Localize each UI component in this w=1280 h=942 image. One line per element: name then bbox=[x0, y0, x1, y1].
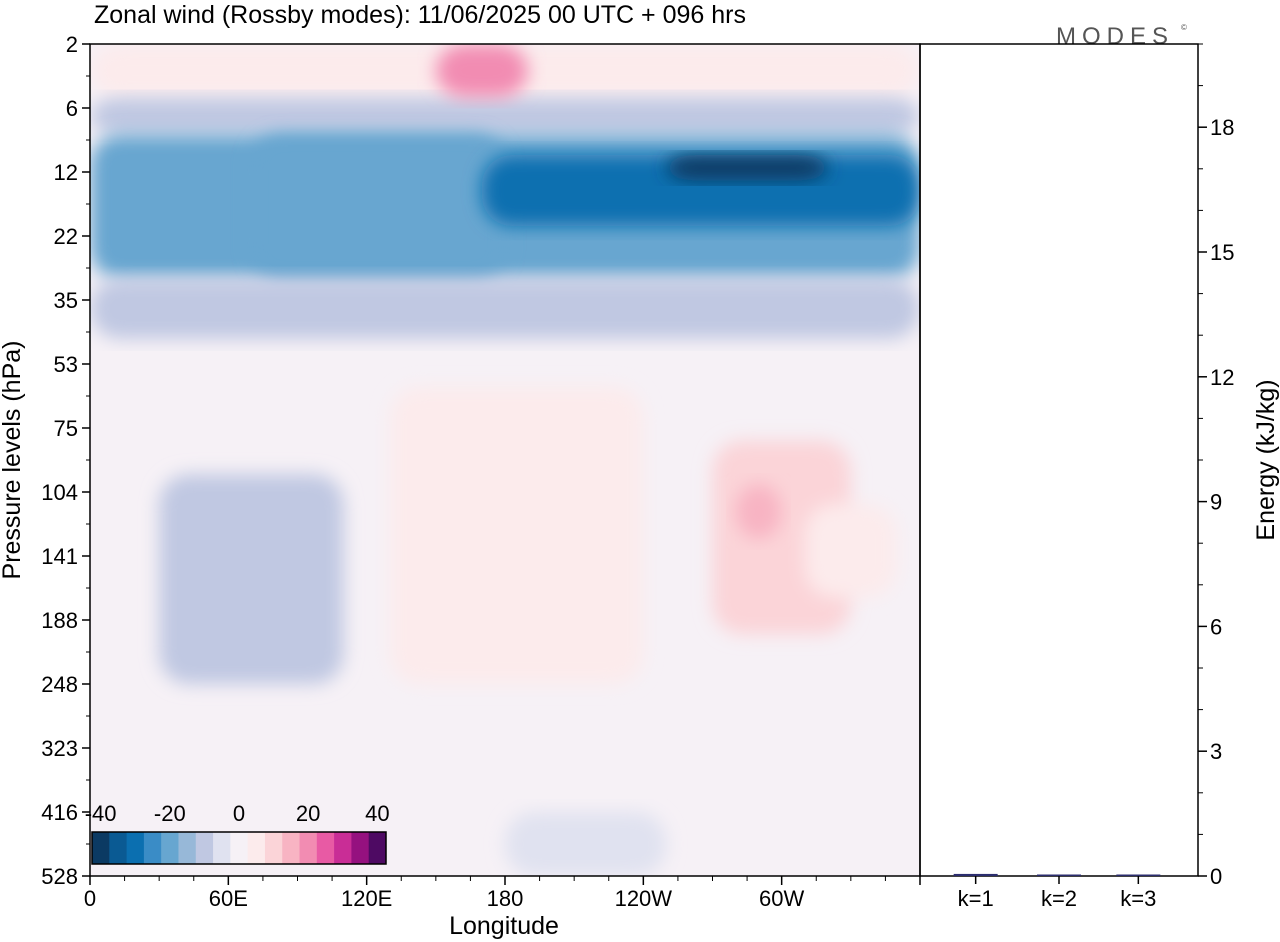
wind-field-region bbox=[251, 134, 505, 279]
colorbar-swatch bbox=[316, 832, 335, 864]
k-tick-label: k=1 bbox=[958, 886, 994, 911]
wind-field-region bbox=[159, 474, 344, 684]
colorbar-swatch bbox=[368, 832, 387, 864]
y-tick-label: 188 bbox=[41, 608, 78, 633]
y-tick-label: 22 bbox=[54, 224, 78, 249]
energy-axis-label: Energy (kJ/kg) bbox=[1252, 379, 1280, 540]
modes-logo: MODES bbox=[1056, 23, 1174, 50]
energy-bar-plot: 0 3 6 9 12 15 18 k=1 k=2 k=3 Energy (kJ/kg) bbox=[919, 43, 1280, 911]
colorbar-tick-label: 40 bbox=[365, 801, 389, 826]
colorbar-frame bbox=[91, 831, 387, 865]
colorbar-tick-label: -20 bbox=[154, 801, 186, 826]
contour-plot: 2 6 12 22 35 53 75 104 141 188 248 323 416 528 0 60E 12… bbox=[0, 32, 921, 940]
y-tick-label: 528 bbox=[41, 864, 78, 889]
colorbar-swatch bbox=[143, 832, 162, 864]
energy-tick-label: 15 bbox=[1210, 240, 1234, 265]
colorbar-swatch bbox=[178, 832, 197, 864]
k-axis-ticks: k=1 k=2 k=3 bbox=[958, 876, 1156, 911]
colorbar-swatch bbox=[334, 832, 352, 864]
energy-plot-frame bbox=[919, 43, 1199, 877]
colorbar-swatch bbox=[213, 832, 231, 864]
x-axis-label: Longitude bbox=[449, 912, 559, 940]
colorbar-swatch bbox=[264, 832, 283, 864]
wind-field bbox=[90, 44, 920, 876]
wind-field-region bbox=[90, 278, 920, 339]
y-tick-label: 323 bbox=[41, 736, 78, 761]
wind-field-region bbox=[435, 44, 529, 98]
colorbar-tick-label: -40 bbox=[85, 801, 117, 826]
y-tick-label: 248 bbox=[41, 672, 78, 697]
colorbar-swatch bbox=[282, 832, 301, 864]
colorbar-swatch bbox=[195, 832, 214, 864]
x-tick-label: 180 bbox=[487, 886, 524, 911]
y-axis-label: Pressure levels (hPa) bbox=[0, 341, 26, 580]
y-tick-label: 416 bbox=[41, 800, 78, 825]
x-axis-ticks: 0 60E 120E 180 120W 60W bbox=[84, 876, 921, 911]
x-tick-label: 0 bbox=[84, 886, 96, 911]
y-tick-label: 75 bbox=[54, 416, 78, 441]
x-tick-label: 60W bbox=[759, 886, 804, 911]
colorbar-swatch bbox=[351, 832, 370, 864]
wind-field-region bbox=[389, 386, 644, 684]
colorbar-swatch bbox=[126, 832, 145, 864]
colorbar-swatch bbox=[161, 832, 179, 864]
k-tick-label: k=3 bbox=[1120, 886, 1156, 911]
x-tick-label: 120E bbox=[341, 886, 392, 911]
energy-tick-label: 12 bbox=[1210, 365, 1234, 390]
logo-copyright-mark: © bbox=[1181, 23, 1187, 32]
colorbar-swatch bbox=[92, 832, 110, 864]
energy-bar bbox=[1037, 874, 1081, 876]
colorbar: -40 -20 0 20 40 bbox=[85, 801, 390, 865]
y-tick-label: 6 bbox=[66, 96, 78, 121]
colorbar-swatch bbox=[230, 832, 249, 864]
y-axis-ticks: 2 6 12 22 35 53 75 104 141 188 248 323 416 528 bbox=[41, 32, 90, 889]
colorbar-swatch bbox=[247, 832, 266, 864]
x-tick-label: 60E bbox=[209, 886, 248, 911]
y-tick-label: 104 bbox=[41, 480, 78, 505]
y-tick-label: 53 bbox=[54, 352, 78, 377]
energy-axis-ticks: 0 3 6 9 12 15 18 bbox=[1198, 43, 1234, 889]
energy-bar bbox=[953, 873, 998, 876]
colorbar-swatch bbox=[299, 832, 318, 864]
y-tick-label: 12 bbox=[54, 160, 78, 185]
x-tick-label: 120W bbox=[615, 886, 673, 911]
colorbar-tick-label: 0 bbox=[233, 801, 245, 826]
colorbar-swatch bbox=[109, 832, 128, 864]
energy-tick-label: 6 bbox=[1210, 614, 1222, 639]
energy-bar bbox=[1116, 874, 1161, 876]
energy-tick-label: 18 bbox=[1210, 115, 1234, 140]
wind-field-region bbox=[505, 812, 667, 876]
energy-tick-label: 0 bbox=[1210, 864, 1222, 889]
wind-field-region bbox=[735, 484, 782, 539]
energy-bars bbox=[953, 873, 1161, 876]
wind-field-region bbox=[666, 155, 828, 181]
y-tick-label: 2 bbox=[66, 32, 78, 57]
energy-tick-label: 3 bbox=[1210, 739, 1222, 764]
energy-tick-label: 9 bbox=[1210, 490, 1222, 515]
wind-field-region bbox=[804, 503, 897, 598]
y-tick-label: 35 bbox=[54, 288, 78, 313]
colorbar-tick-label: 20 bbox=[296, 801, 320, 826]
wind-field-region bbox=[90, 97, 920, 135]
k-tick-label: k=2 bbox=[1041, 886, 1077, 911]
chart-title: Zonal wind (Rossby modes): 11/06/2025 00… bbox=[94, 1, 746, 29]
y-tick-label: 141 bbox=[41, 544, 78, 569]
